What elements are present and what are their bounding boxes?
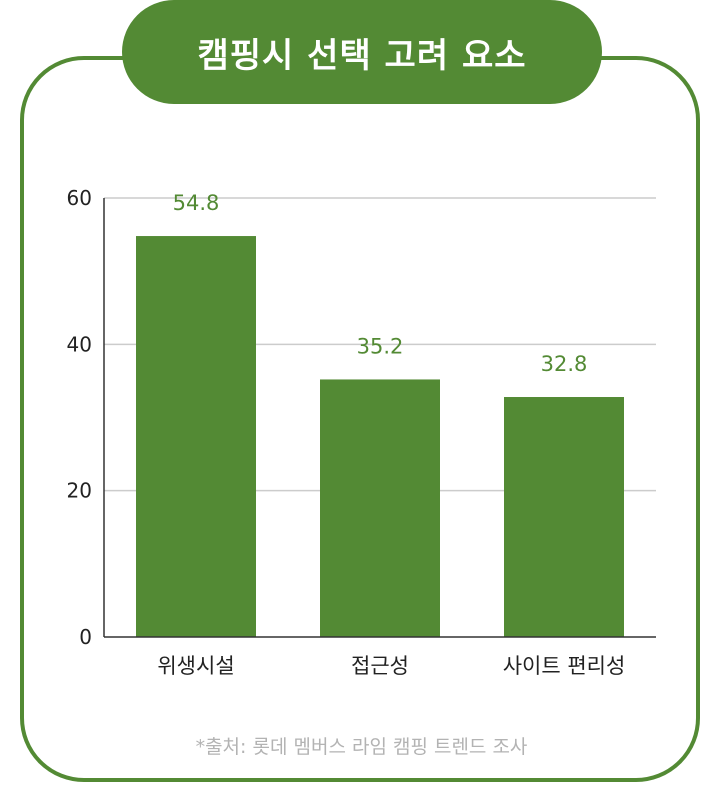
y-tick-label: 20 bbox=[67, 479, 92, 503]
bar bbox=[136, 236, 256, 637]
bar bbox=[504, 397, 624, 637]
axes bbox=[103, 198, 656, 638]
value-label: 32.8 bbox=[541, 352, 588, 376]
bar bbox=[320, 379, 440, 637]
x-tick-label: 접근성 bbox=[351, 654, 409, 678]
bars bbox=[136, 236, 624, 637]
value-label: 54.8 bbox=[173, 191, 220, 215]
x-tick-label: 위생시설 bbox=[157, 654, 234, 678]
y-tick-label: 0 bbox=[79, 625, 92, 649]
x-tick-label: 사이트 편리성 bbox=[503, 654, 626, 678]
source-note: *출처: 롯데 멤버스 라임 캠핑 트렌드 조사 bbox=[195, 736, 528, 758]
title-banner: 캠핑시 선택 고려 요소 bbox=[122, 0, 602, 104]
labels: 0 20 40 60 54.8 위생시설 35.2 접근성 32.8 사이트 편리성 bbox=[67, 186, 626, 678]
chart-title: 캠핑시 선택 고려 요소 bbox=[197, 35, 527, 76]
value-label: 35.2 bbox=[357, 334, 404, 358]
y-tick-label: 60 bbox=[67, 186, 92, 210]
y-tick-label: 40 bbox=[67, 332, 92, 356]
